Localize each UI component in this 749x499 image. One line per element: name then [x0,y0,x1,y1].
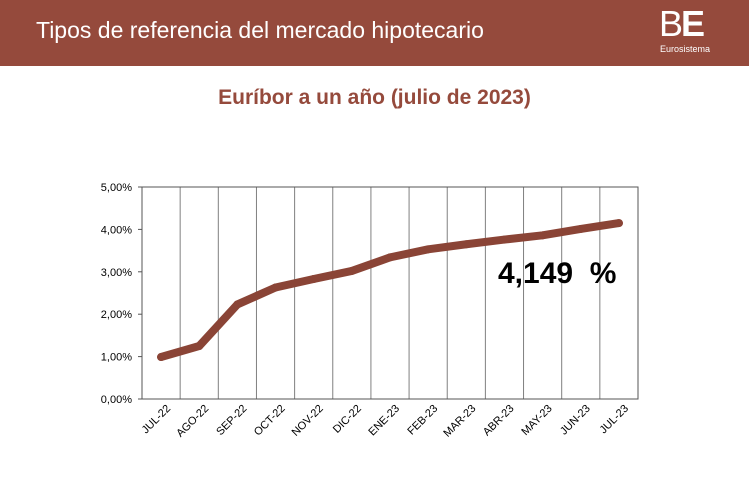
plot-frame [141,186,639,400]
data-point [233,300,242,309]
x-tick-label: JUN-23 [558,403,593,438]
data-point [347,266,356,275]
logo-subtitle: Eurosistema [660,44,711,54]
data-point [614,219,623,228]
x-tick-label: JUL-22 [140,403,174,437]
y-tick-label: 2,00% [101,309,132,321]
data-point [500,235,509,244]
x-tick-label: OCT-22 [252,403,288,439]
y-tick-label: 1,00% [101,352,132,364]
logo-letter-b: B [659,3,683,44]
logo-letter-e: E [681,3,705,44]
x-tick-label: MAR-23 [441,403,478,440]
x-tick-label: SEP-22 [214,403,249,438]
data-point [538,231,547,240]
x-tick-label: ABR-23 [481,403,517,439]
data-point [157,353,166,362]
series-line [157,219,623,362]
x-tick-label: NOV-22 [290,403,326,439]
banco-de-espana-logo: BE Eurosistema [659,6,729,58]
y-tick-label: 3,00% [101,267,132,279]
data-point [195,342,204,350]
y-tick-label: 0,00% [101,394,132,406]
x-tick-label: FEB-23 [405,403,440,438]
x-tick-label: AGO-22 [174,403,211,440]
data-point [424,245,433,254]
x-tick-label: JUL-23 [597,403,631,437]
y-tick-label: 5,00% [101,182,132,194]
data-point [576,224,585,233]
header-bar: Tipos de referencia del mercado hipoteca… [0,0,749,66]
x-tick-label: ENE-23 [366,403,402,439]
data-point [309,275,318,284]
data-point [271,283,280,292]
data-point [386,253,394,262]
logo-mark: BE [659,3,705,44]
x-tick-label: DIC-22 [331,403,364,436]
x-tick-label: MAY-23 [519,403,554,438]
y-tick-label: 4,00% [101,224,132,236]
latest-value-annotation: 4,149 % [498,257,616,290]
chart-title: Euríbor a un año (julio de 2023) [218,86,531,109]
page-title: Tipos de referencia del mercado hipoteca… [36,17,484,43]
data-point [462,240,471,249]
